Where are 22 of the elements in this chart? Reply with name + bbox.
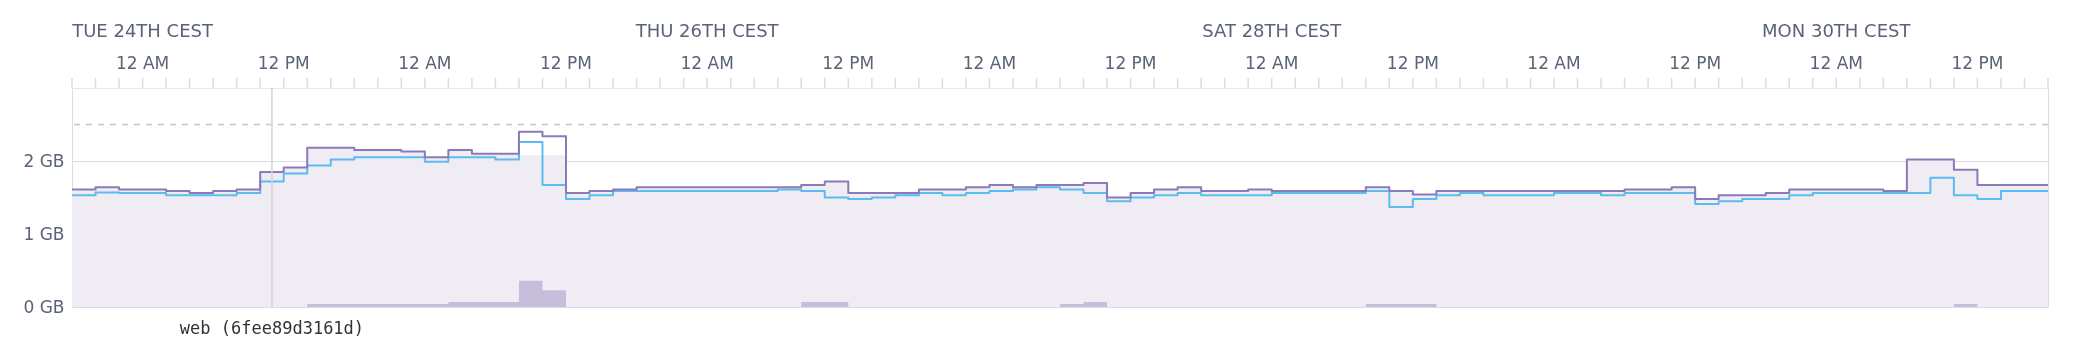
x-tick-label: 12 PM bbox=[1104, 53, 1157, 73]
x-tick-label: 12 AM bbox=[1245, 53, 1299, 73]
x2-tick-label: SAT 28TH CEST bbox=[1202, 20, 1343, 41]
y-tick-label: 2 GB bbox=[23, 150, 65, 171]
x-tick-label: 12 AM bbox=[115, 53, 170, 73]
x-tick-label: 12 PM bbox=[257, 53, 310, 73]
y-tick-label: 1 GB bbox=[23, 223, 65, 244]
y-tick-label: 0 GB bbox=[23, 296, 65, 317]
ref-line-label: web (6fee89d3161d) bbox=[179, 318, 365, 338]
x-tick-label: 12 PM bbox=[540, 53, 592, 73]
x2-tick-label: TUE 24TH CEST bbox=[71, 20, 214, 41]
x-tick-label: 12 PM bbox=[1951, 53, 2004, 73]
x-tick-label: 12 AM bbox=[398, 53, 452, 73]
x-tick-label: 12 AM bbox=[1527, 53, 1581, 73]
x-tick-label: 12 AM bbox=[680, 53, 734, 73]
x-tick-label: 12 AM bbox=[1809, 53, 1863, 73]
x-tick-label: 12 PM bbox=[822, 53, 875, 73]
x-tick-label: 12 AM bbox=[962, 53, 1017, 73]
x-tick-label: 12 PM bbox=[1386, 53, 1439, 73]
x2-tick-label: THU 26TH CEST bbox=[634, 20, 780, 41]
x2-tick-label: MON 30TH CEST bbox=[1762, 20, 1912, 41]
x-tick-label: 12 PM bbox=[1669, 53, 1722, 73]
